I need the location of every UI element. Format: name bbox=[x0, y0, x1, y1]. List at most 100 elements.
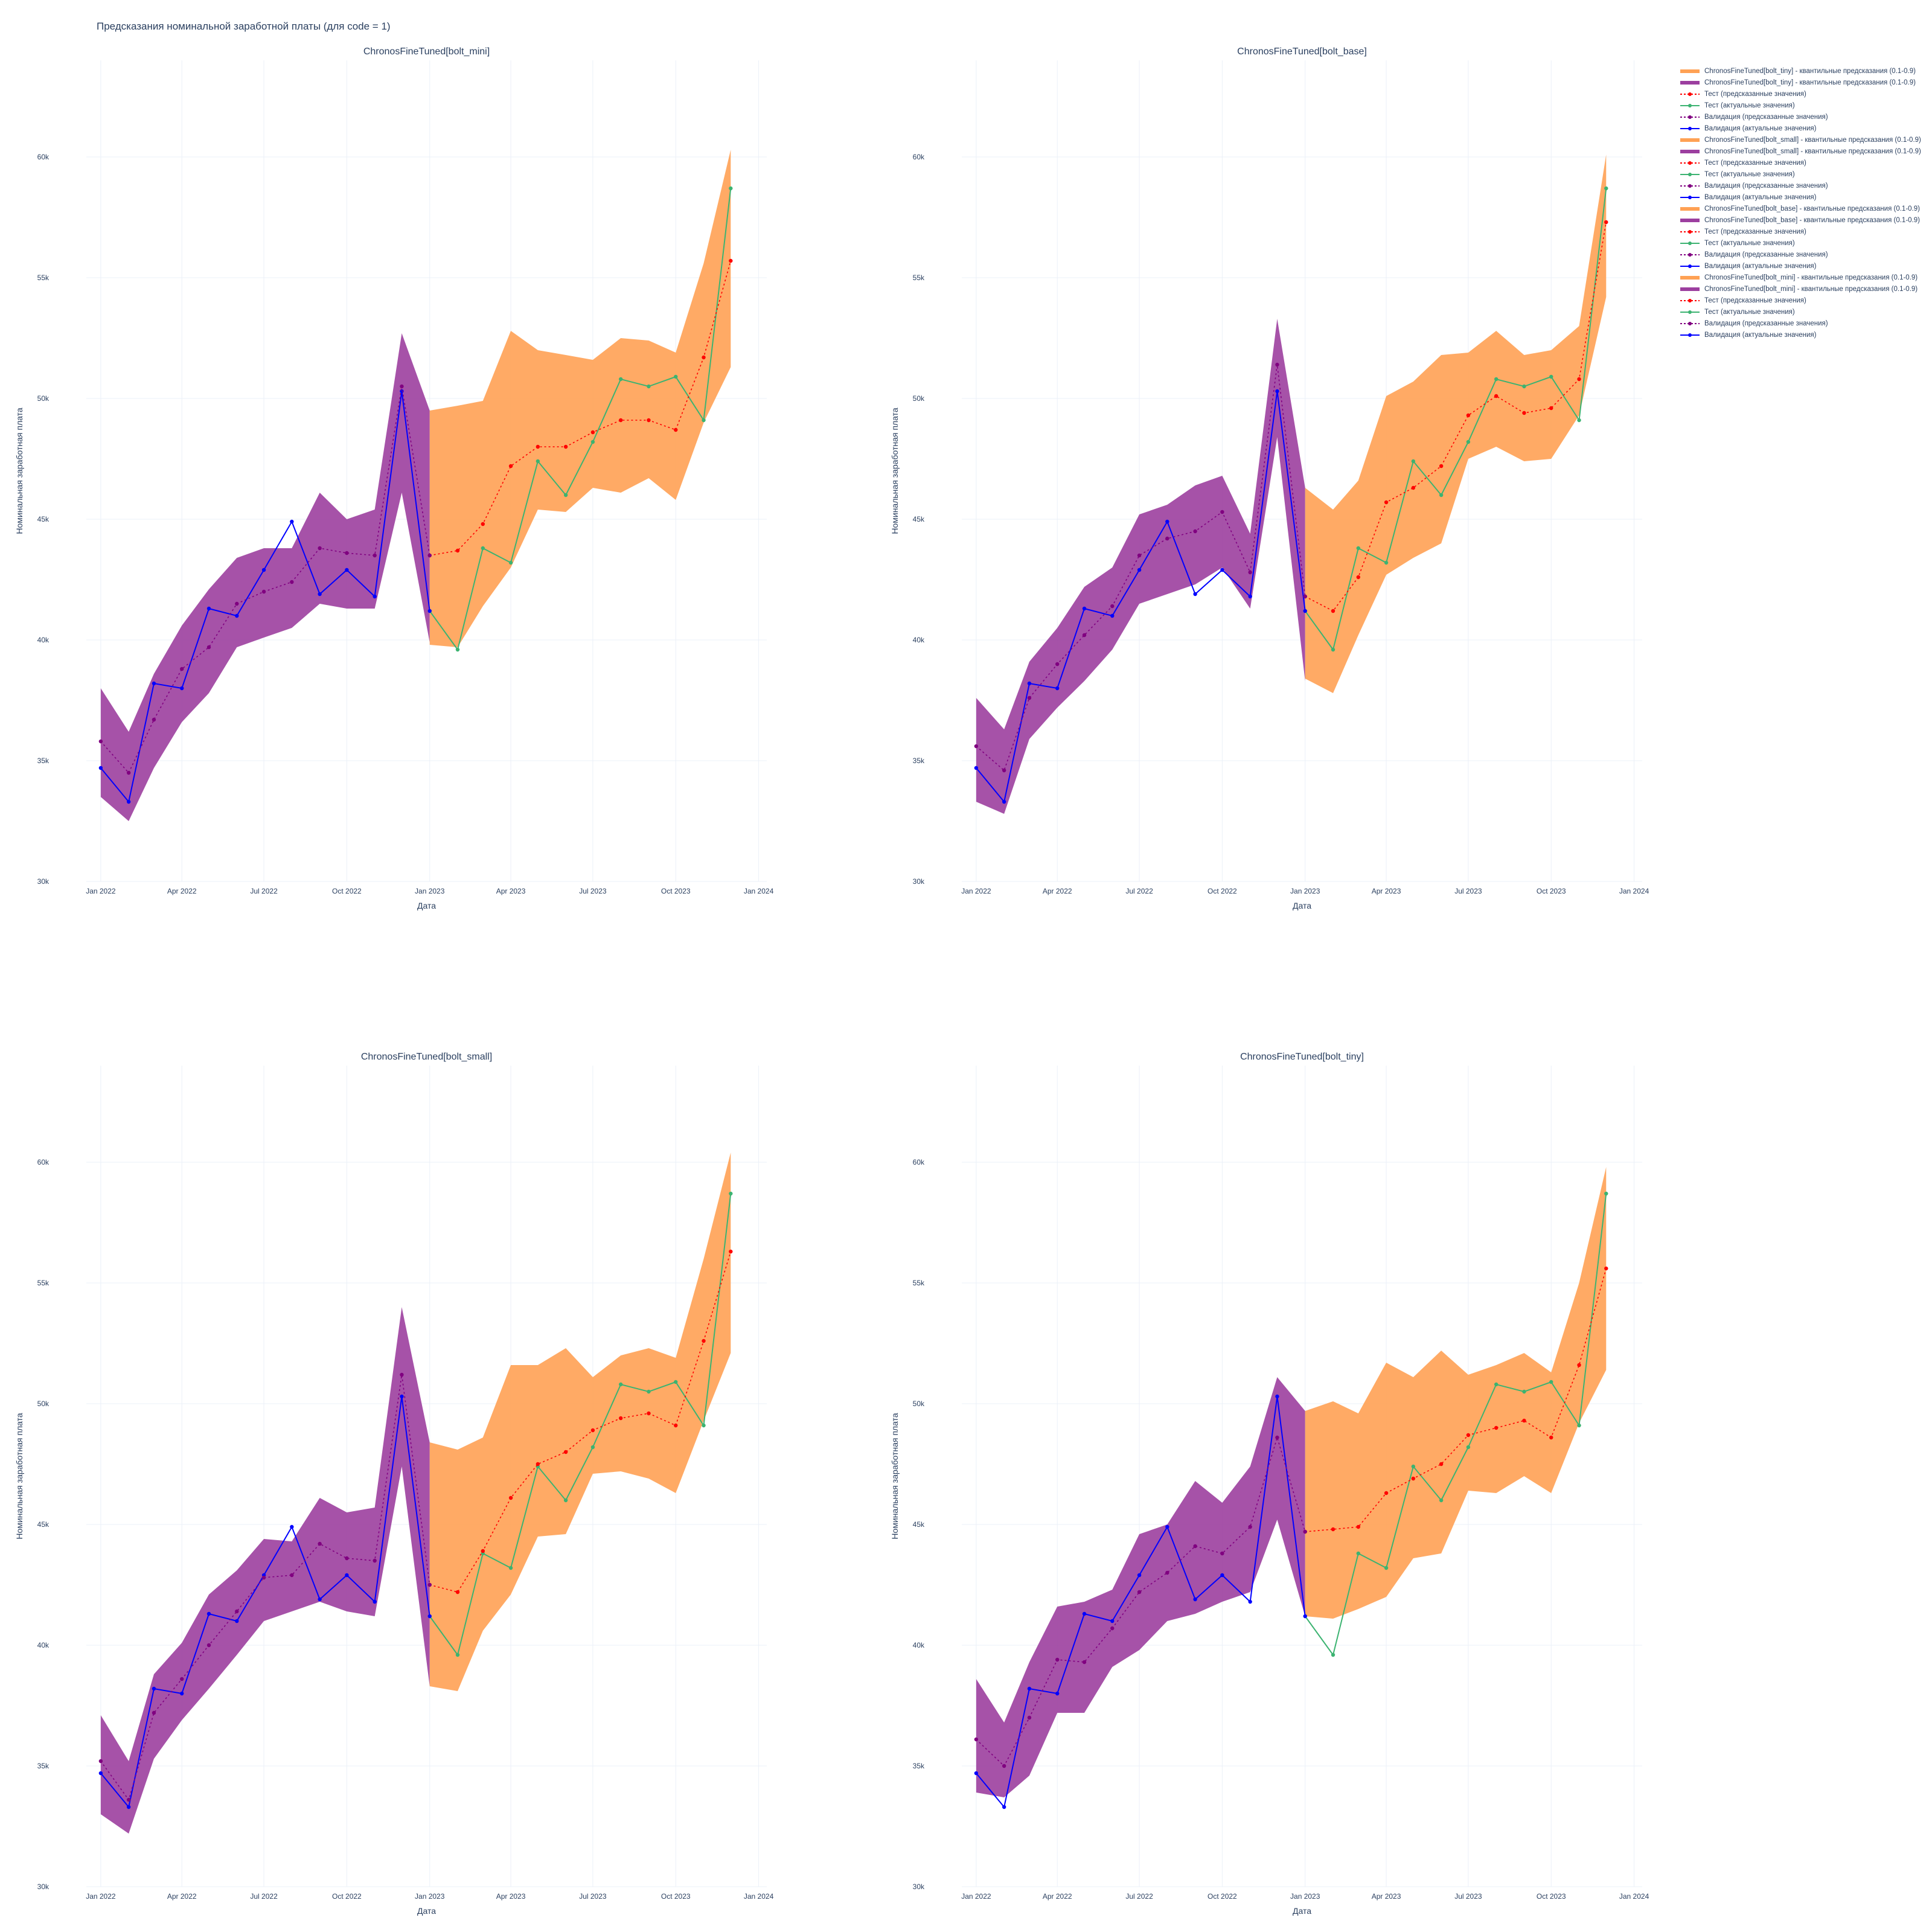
test-quantile-band bbox=[429, 150, 731, 647]
y-tick-label: 50k bbox=[913, 394, 925, 403]
legend-item[interactable]: ChronosFineTuned[bolt_mini] - квантильны… bbox=[1679, 283, 1927, 295]
validation-pred-point bbox=[1303, 594, 1307, 599]
validation-pred-point bbox=[1275, 1435, 1279, 1440]
validation-actual-point bbox=[318, 592, 322, 597]
legend-label: Валидация (актуальные значения) bbox=[1704, 262, 1817, 270]
validation-pred-point bbox=[1055, 662, 1060, 667]
validation-pred-point bbox=[1165, 536, 1169, 541]
legend-swatch bbox=[1679, 309, 1701, 316]
legend-item[interactable]: ChronosFineTuned[bolt_tiny] - квантильны… bbox=[1679, 77, 1927, 88]
legend-item[interactable]: Валидация (предсказанные значения) bbox=[1679, 111, 1927, 123]
validation-pred-point bbox=[235, 601, 239, 606]
legend-label: Валидация (предсказанные значения) bbox=[1704, 113, 1828, 121]
legend-item[interactable]: Тест (актуальные значения) bbox=[1679, 237, 1927, 249]
validation-actual-point bbox=[400, 389, 404, 394]
legend-item[interactable]: Тест (актуальные значения) bbox=[1679, 168, 1927, 180]
test-actual-point bbox=[1331, 1652, 1335, 1657]
x-tick-label: Jan 2024 bbox=[744, 1892, 774, 1901]
legend-label: Тест (актуальные значения) bbox=[1704, 170, 1795, 178]
legend-item[interactable]: Валидация (предсказанные значения) bbox=[1679, 249, 1927, 260]
y-tick-label: 40k bbox=[913, 636, 925, 644]
legend-label: Валидация (предсказанные значения) bbox=[1704, 251, 1828, 258]
legend-item[interactable]: Тест (предсказанные значения) bbox=[1679, 88, 1927, 100]
x-tick-label: Oct 2022 bbox=[332, 887, 362, 895]
test-actual-point bbox=[455, 1652, 460, 1657]
legend-swatch bbox=[1679, 148, 1701, 155]
y-tick-label: 40k bbox=[37, 1641, 50, 1649]
test-pred-point bbox=[508, 464, 513, 469]
legend-item[interactable]: Валидация (актуальные значения) bbox=[1679, 260, 1927, 272]
test-pred-line bbox=[1305, 222, 1607, 612]
y-tick-label: 55k bbox=[37, 273, 50, 282]
legend-item[interactable]: Тест (предсказанные значения) bbox=[1679, 295, 1927, 306]
validation-pred-point bbox=[1082, 1660, 1087, 1665]
x-tick-label: Apr 2023 bbox=[1372, 1892, 1401, 1901]
validation-pred-point bbox=[1027, 1715, 1032, 1720]
legend-item[interactable]: Тест (актуальные значения) bbox=[1679, 306, 1927, 318]
test-actual-point bbox=[1439, 1498, 1444, 1503]
validation-pred-point bbox=[1248, 570, 1252, 575]
test-actual-point bbox=[618, 1382, 623, 1387]
test-actual-line bbox=[1304, 188, 1607, 651]
legend-item[interactable]: Валидация (предсказанные значения) bbox=[1679, 318, 1927, 329]
test-actual-point bbox=[702, 418, 706, 423]
test-actual-point bbox=[1466, 440, 1471, 444]
legend-item[interactable]: Тест (актуальные значения) bbox=[1679, 100, 1927, 111]
validation-actual-point bbox=[98, 1771, 103, 1776]
legend-label: Валидация (актуальные значения) bbox=[1704, 124, 1817, 132]
y-axis-label: Номинальная заработная плата bbox=[890, 1413, 900, 1539]
y-axis-label: Номинальная заработная плата bbox=[14, 408, 24, 534]
legend-item[interactable]: ChronosFineTuned[bolt_base] - квантильны… bbox=[1679, 214, 1927, 226]
legend-item[interactable]: ChronosFineTuned[bolt_base] - квантильны… bbox=[1679, 203, 1927, 214]
x-tick-label: Jan 2024 bbox=[1619, 887, 1649, 895]
test-pred-point bbox=[729, 258, 733, 263]
validation-pred-point bbox=[1002, 768, 1006, 773]
legend-item[interactable]: Валидация (актуальные значения) bbox=[1679, 329, 1927, 341]
legend-item[interactable]: Тест (предсказанные значения) bbox=[1679, 157, 1927, 168]
validation-actual-point bbox=[1248, 1599, 1252, 1604]
legend-swatch bbox=[1679, 194, 1701, 201]
y-tick-label: 45k bbox=[37, 1520, 50, 1529]
legend-swatch bbox=[1679, 286, 1701, 293]
legend-item[interactable]: ChronosFineTuned[bolt_small] - квантильн… bbox=[1679, 134, 1927, 146]
test-actual-point bbox=[1356, 1551, 1360, 1556]
y-tick-label: 50k bbox=[37, 1399, 50, 1408]
legend-item[interactable]: ChronosFineTuned[bolt_small] - квантильн… bbox=[1679, 146, 1927, 157]
test-pred-point bbox=[481, 1549, 485, 1553]
legend-swatch bbox=[1679, 79, 1701, 86]
x-tick-label: Oct 2023 bbox=[661, 887, 691, 895]
legend-item[interactable]: ChronosFineTuned[bolt_mini] - квантильны… bbox=[1679, 272, 1927, 283]
validation-pred-point bbox=[1220, 510, 1224, 514]
test-actual-point bbox=[1384, 1566, 1389, 1570]
validation-pred-point bbox=[152, 717, 156, 722]
validation-actual-point bbox=[345, 568, 349, 572]
legend-swatch bbox=[1679, 331, 1701, 339]
test-pred-point bbox=[1384, 500, 1389, 505]
validation-pred-point bbox=[180, 667, 184, 671]
validation-actual-point bbox=[1193, 1597, 1197, 1602]
y-tick-label: 50k bbox=[913, 1399, 925, 1408]
x-tick-label: Jan 2023 bbox=[1290, 1892, 1320, 1901]
validation-pred-point bbox=[126, 1797, 131, 1802]
validation-actual-point bbox=[1137, 568, 1142, 572]
validation-quantile-band bbox=[100, 333, 430, 821]
test-actual-point bbox=[1604, 186, 1608, 191]
legend-item[interactable]: ChronosFineTuned[bolt_tiny] - квантильны… bbox=[1679, 65, 1927, 77]
test-pred-point bbox=[590, 1428, 595, 1433]
y-tick-label: 55k bbox=[913, 1279, 925, 1287]
test-actual-point bbox=[1411, 459, 1416, 464]
legend-item[interactable]: Тест (предсказанные значения) bbox=[1679, 226, 1927, 237]
x-tick-label: Oct 2023 bbox=[1537, 1892, 1566, 1901]
legend-item[interactable]: Валидация (актуальные значения) bbox=[1679, 191, 1927, 203]
legend-item[interactable]: Валидация (актуальные значения) bbox=[1679, 123, 1927, 134]
validation-actual-point bbox=[152, 681, 156, 686]
validation-pred-point bbox=[290, 1573, 294, 1578]
x-axis-label: Дата bbox=[417, 1906, 436, 1916]
legend-label: ChronosFineTuned[bolt_mini] - квантильны… bbox=[1704, 273, 1918, 281]
validation-pred-point bbox=[1110, 1626, 1115, 1631]
validation-actual-point bbox=[974, 766, 979, 770]
y-tick-label: 35k bbox=[37, 1762, 50, 1770]
legend-item[interactable]: Валидация (предсказанные значения) bbox=[1679, 180, 1927, 191]
validation-actual-point bbox=[345, 1573, 349, 1578]
x-tick-label: Jan 2023 bbox=[415, 887, 445, 895]
